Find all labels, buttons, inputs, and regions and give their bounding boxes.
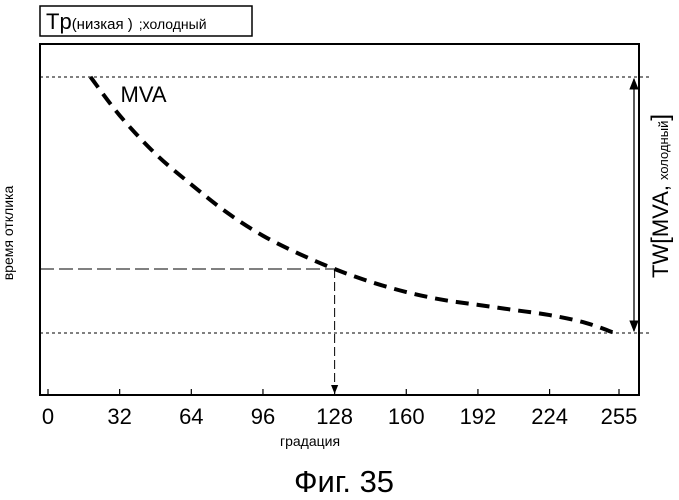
tw-bracket-close: ]	[647, 114, 674, 121]
y-axis-label: время отклика	[0, 186, 16, 281]
x-tick-label-32: 32	[107, 404, 131, 429]
series-layer	[91, 77, 615, 333]
tw-measure-label: TW[MVA,холодный]	[647, 114, 674, 278]
tw-inner: MVA,	[648, 185, 673, 237]
x-tick-label-0: 0	[42, 404, 54, 429]
x-tick-label-64: 64	[179, 404, 203, 429]
figure-caption: Фиг. 35	[294, 464, 394, 499]
title-suffix: ;холодный	[139, 16, 207, 32]
tw-sub: холодный	[656, 121, 671, 180]
reference-lines	[40, 77, 650, 393]
svg-text:TW[MVA,холодный]: TW[MVA,холодный]	[647, 114, 674, 278]
title-prefix: Tp	[46, 9, 72, 34]
series-label-mva: MVA	[121, 82, 167, 107]
x-tick-label-160: 160	[388, 404, 425, 429]
x-tick-label-224: 224	[531, 404, 568, 429]
x-tick-label-96: 96	[251, 404, 275, 429]
x-tick-label-192: 192	[460, 404, 497, 429]
tw-main: TW	[648, 244, 673, 278]
x-axis-label: градация	[280, 433, 340, 449]
title-sub: (низкая )	[72, 16, 133, 33]
series-line-mva	[91, 77, 615, 333]
x-tick-label-255: 255	[601, 404, 638, 429]
x-tick-label-128: 128	[316, 404, 353, 429]
